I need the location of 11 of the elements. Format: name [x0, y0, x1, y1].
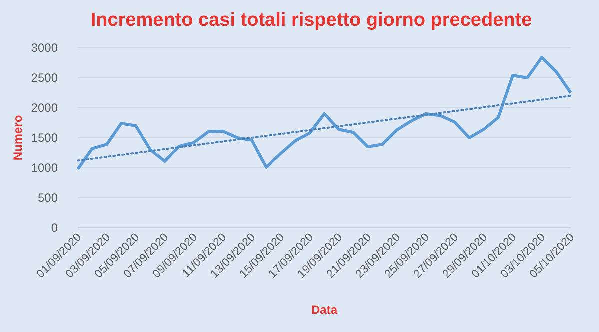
x-axis-title: Data	[311, 303, 338, 317]
line-series	[76, 56, 572, 171]
y-tick-label: 3000	[31, 41, 58, 55]
y-tick-label: 1500	[31, 131, 58, 145]
y-tick-label: 500	[38, 191, 58, 205]
y-tick-label: 2500	[31, 71, 58, 85]
y-tick-label: 0	[51, 221, 58, 235]
chart-title: Incremento casi totali rispetto giorno precedente	[90, 10, 532, 31]
y-tick-label: 2000	[31, 101, 58, 115]
y-axis-title: Numero	[11, 115, 25, 161]
y-tick-label: 1000	[31, 161, 58, 175]
